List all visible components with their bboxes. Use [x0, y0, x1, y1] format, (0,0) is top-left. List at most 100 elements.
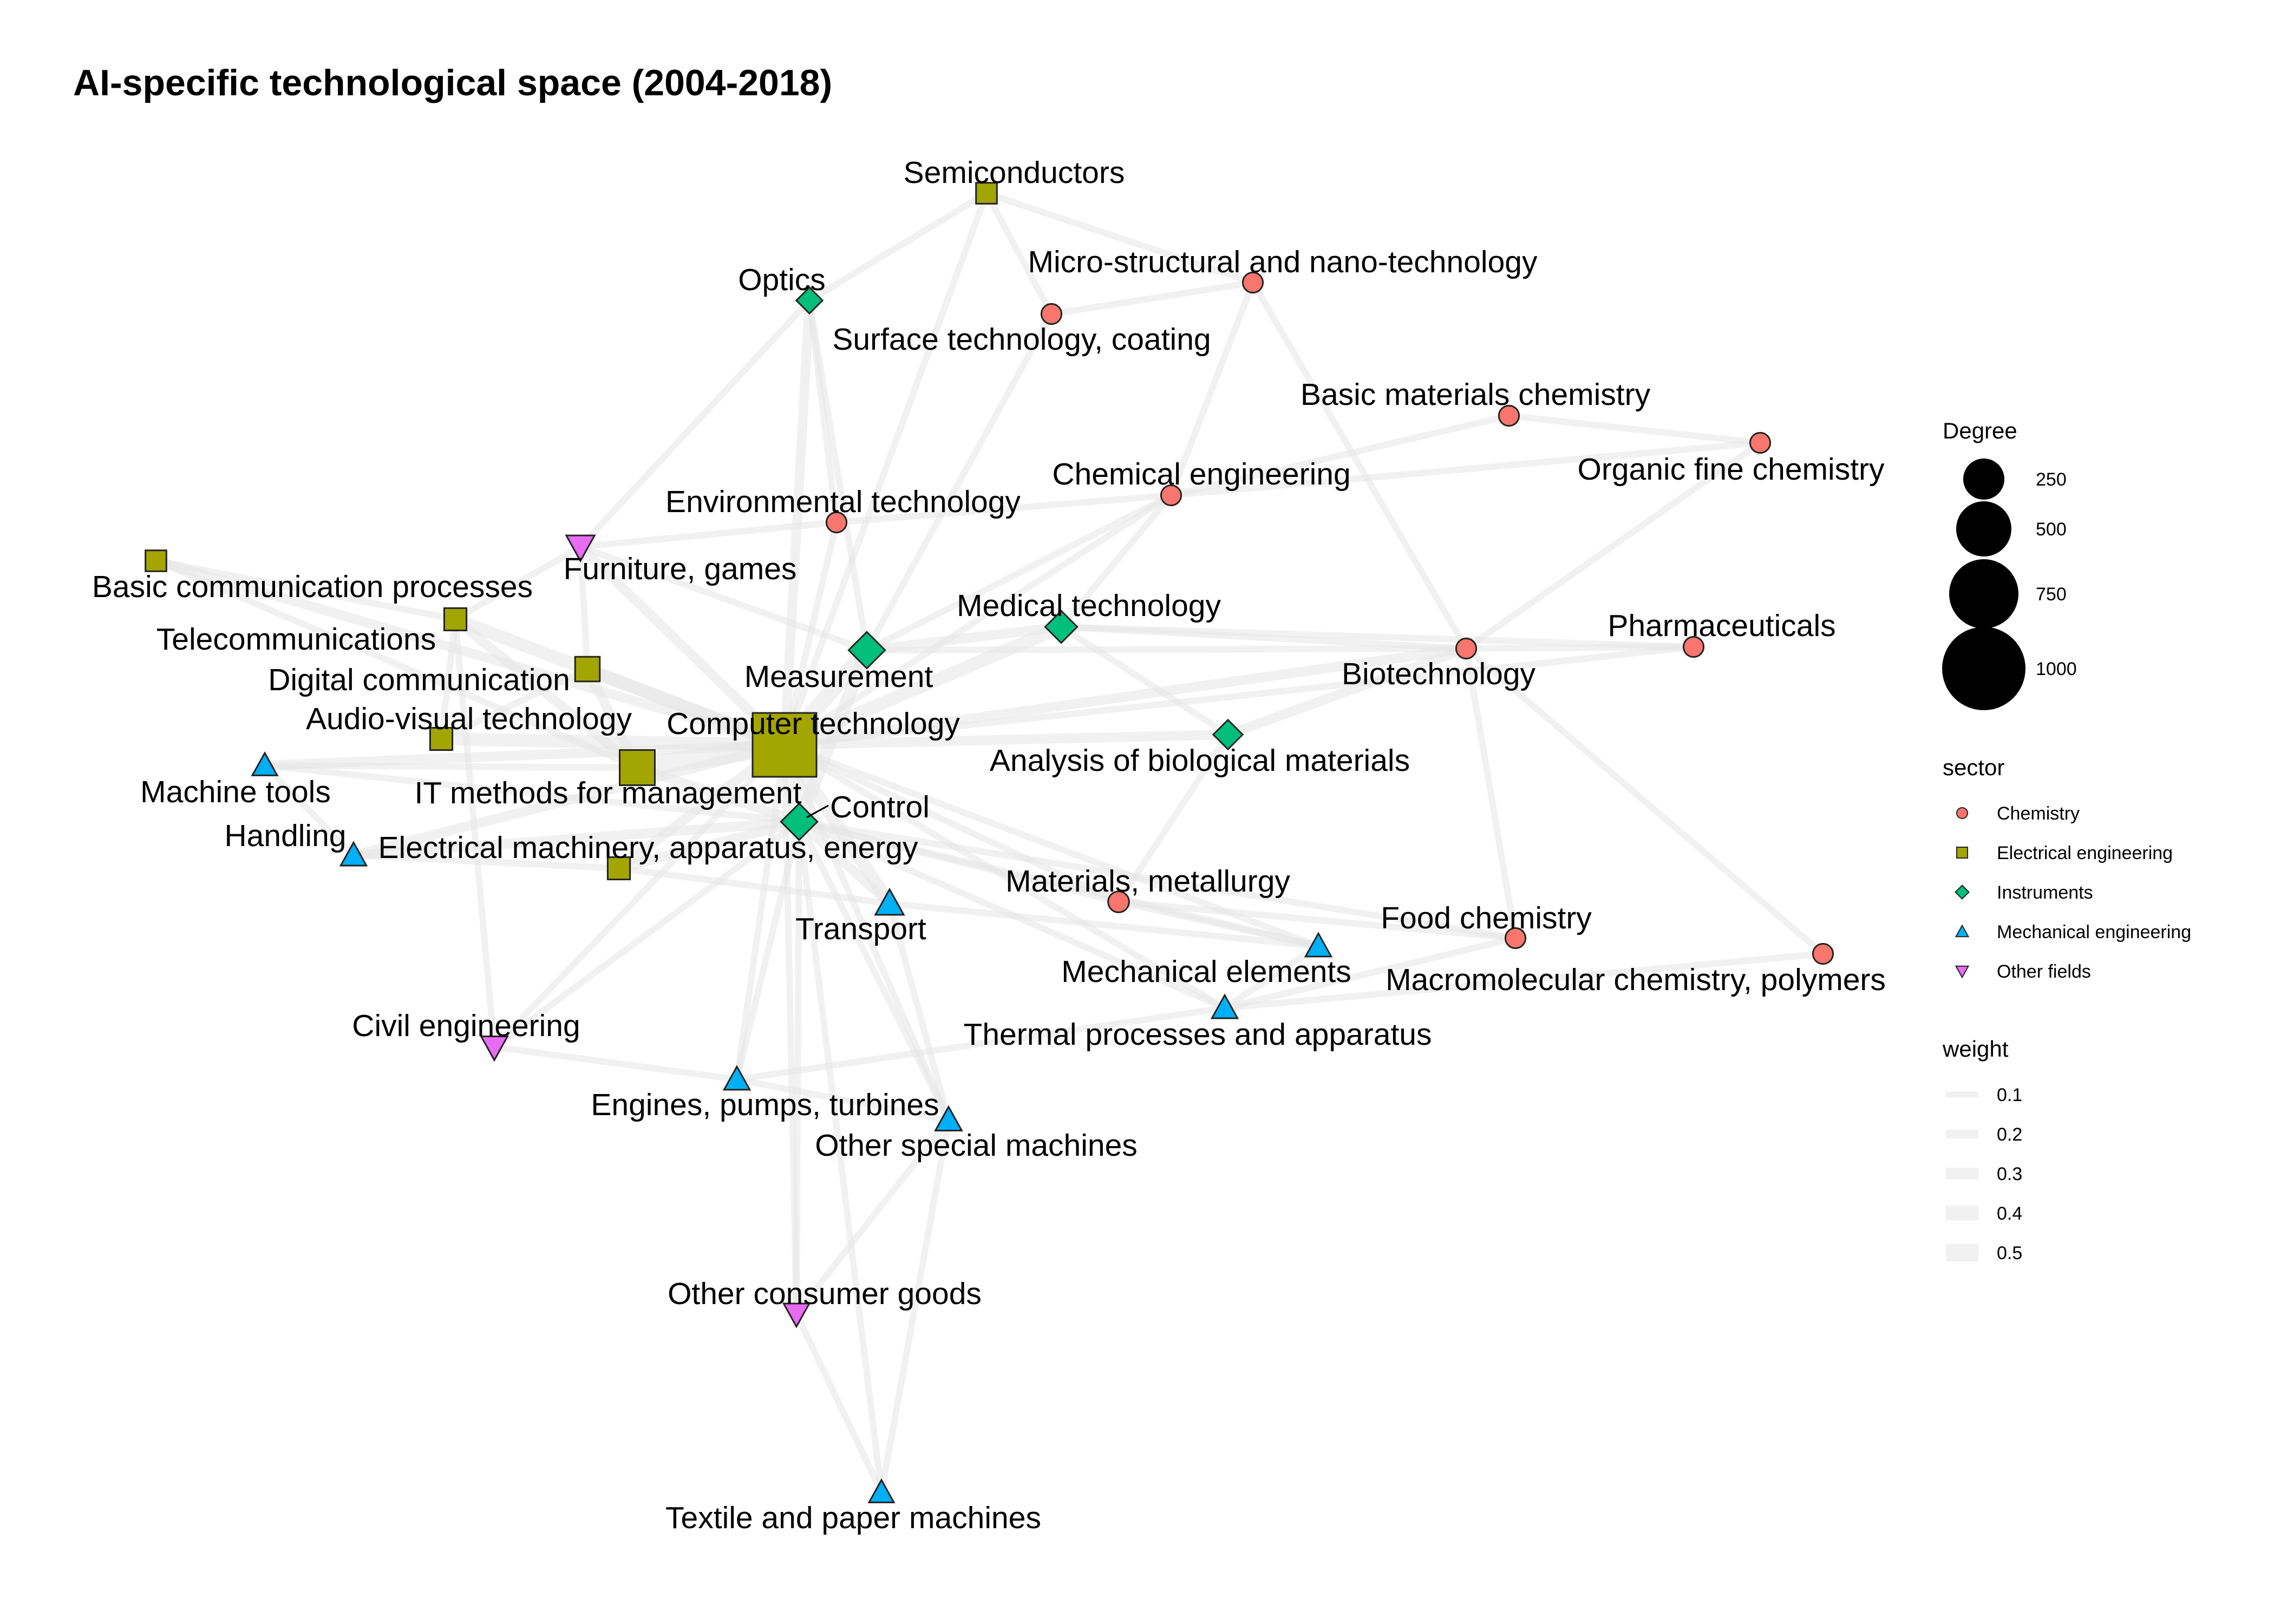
node-computer	[752, 712, 818, 778]
edge-semiconductors-optics	[806, 190, 990, 304]
edge-computer-basic_comm	[151, 556, 789, 750]
legend-degree-label-500: 500	[2036, 519, 2067, 540]
edge-it_management-telecom	[450, 614, 642, 772]
node-label-transport: Transport	[795, 912, 926, 946]
edge-telecom-basic_comm	[153, 558, 459, 623]
nodes-layer	[145, 182, 1834, 1503]
node-food-chem	[1504, 927, 1527, 949]
edge-measurement-control	[793, 644, 873, 828]
node-label-pharma: Pharmaceuticals	[1608, 608, 1835, 643]
edge-thermal-macromolecular	[1221, 951, 1826, 1011]
node-civil-eng	[480, 1036, 509, 1062]
legend-weight-label-0: 0.1	[1997, 1085, 2022, 1105]
node-telecom	[443, 607, 468, 632]
legend-weight-label-3: 0.4	[1997, 1203, 2022, 1224]
edge-control-machine_tools	[262, 762, 802, 825]
edge-control-transport	[794, 817, 894, 908]
edge-control-handling	[349, 817, 804, 860]
node-label-engines: Engines, pumps, turbines	[591, 1088, 939, 1122]
edge-computer-optics	[780, 296, 814, 750]
edge-control-engines	[734, 818, 802, 1083]
edge-furniture-digital_comm	[577, 543, 591, 672]
edge-analysis_bio-materials_metallurgy	[1115, 731, 1231, 905]
legend-degree-label-250: 250	[2036, 469, 2067, 490]
node-optics	[795, 286, 824, 315]
node-label-semiconductors: Semiconductors	[904, 155, 1125, 190]
edge-measurement-surface	[864, 311, 1055, 653]
node-chemical-eng	[1160, 484, 1182, 507]
edge-audio_visual-telecom	[438, 616, 459, 742]
node-biotech	[1455, 637, 1478, 660]
node-label-audio-visual: Audio-visual technology	[306, 702, 632, 736]
node-furniture	[565, 534, 596, 563]
node-semiconductors	[975, 182, 998, 205]
edge-semiconductors-micro_nano	[983, 190, 1256, 286]
node-other-consumer	[782, 1302, 811, 1328]
edge-biotech-analysis_bio	[1223, 644, 1471, 739]
legend-degree-symbol-1000	[1942, 627, 2025, 710]
edge-civil_eng-telecom	[452, 616, 498, 1050]
edge-measurement-biotech	[864, 645, 1469, 653]
node-label-electrical-machinery: Electrical machinery, apparatus, energy	[378, 830, 918, 865]
node-digital-comm	[574, 656, 601, 683]
legend-sector-label-4: Other fields	[1997, 961, 2091, 982]
edge-micro_nano-surface	[1048, 279, 1256, 317]
node-label-analysis-bio: Analysis of biological materials	[990, 743, 1410, 778]
node-macromolecular	[1812, 942, 1834, 965]
edge-control-textile_paper	[796, 818, 885, 1496]
edge-transport-mech_elements	[886, 900, 1322, 949]
node-electrical-machinery	[606, 856, 631, 881]
legend-degree-symbol-500	[1956, 501, 2011, 556]
node-basic-comm	[145, 549, 167, 572]
edge-other_special-other_consumer	[793, 1117, 952, 1317]
edge-civil_eng-engines	[491, 1044, 740, 1083]
labels-layer: Semiconductors Optics Micro-structural and…	[92, 155, 1886, 1535]
legend-sector-label-3: Mechanical engineering	[1997, 922, 2191, 942]
edge-control-civil_eng	[491, 818, 802, 1050]
node-label-food-chem: Food chemistry	[1381, 901, 1592, 935]
edge-organic_fine-chemical_eng	[1168, 440, 1763, 499]
edge-measurement-furniture	[577, 543, 870, 653]
edge-other_consumer-textile_paper	[793, 1311, 885, 1496]
edge-it_management-machine_tools	[262, 762, 641, 771]
edge-environmental-furniture	[577, 519, 840, 550]
legend-weight-swatch-4	[1946, 1243, 1978, 1262]
node-audio-visual	[429, 726, 454, 751]
node-label-handling: Handling	[225, 818, 347, 853]
legend-degree-title: Degree	[1943, 418, 2017, 443]
node-mech-elements	[1304, 932, 1333, 958]
node-machine-tools	[251, 751, 279, 776]
edge-biotech-pharma	[1463, 644, 1697, 652]
legend-degree-label-1000: 1000	[2036, 659, 2077, 679]
node-label-optics: Optics	[738, 263, 826, 297]
edge-materials_metallurgy-food_chem	[1115, 899, 1519, 941]
edge-computer-engines	[734, 742, 788, 1083]
node-label-civil-eng: Civil engineering	[352, 1009, 580, 1043]
legend-weight: weight 0.1 0.2 0.3 0.4 0.5	[1942, 1036, 2022, 1263]
edge-furniture-telecom	[452, 543, 584, 623]
legend-sector-title: sector	[1943, 755, 2004, 780]
node-label-surface: Surface technology, coating	[832, 322, 1211, 357]
node-transport	[874, 887, 905, 916]
node-textile-paper	[867, 1478, 896, 1503]
node-label-machine-tools: Machine tools	[140, 775, 331, 809]
edge-control-materials_metallurgy	[796, 818, 1122, 905]
edge-materials_metallurgy-mech_elements	[1115, 899, 1322, 949]
edge-electrical_machinery-transport	[616, 865, 893, 907]
node-label-telecom: Telecommunications	[156, 622, 436, 657]
legend-weight-label-2: 0.3	[1997, 1164, 2022, 1184]
legend: Degree 250 500 750 1000 sector Chemistry Ele…	[1942, 418, 2191, 1263]
edge-computer-semiconductors	[781, 190, 990, 748]
node-label-digital-comm: Digital communication	[268, 663, 570, 697]
edge-measurement-medical	[862, 622, 1066, 655]
node-thermal	[1210, 993, 1239, 1019]
node-it-management	[619, 749, 656, 786]
edge-thermal-food_chem	[1221, 935, 1519, 1011]
legend-sector-label-1: Electrical engineering	[1997, 843, 2173, 863]
node-label-other-special: Other special machines	[815, 1128, 1138, 1163]
node-label-basic-materials: Basic materials chemistry	[1301, 377, 1651, 412]
node-label-textile-paper: Textile and paper machines	[665, 1501, 1041, 1535]
edge-computer-analysis_bio	[780, 730, 1233, 750]
edge-optics-furniture	[577, 297, 813, 550]
node-label-measurement: Measurement	[744, 659, 933, 694]
